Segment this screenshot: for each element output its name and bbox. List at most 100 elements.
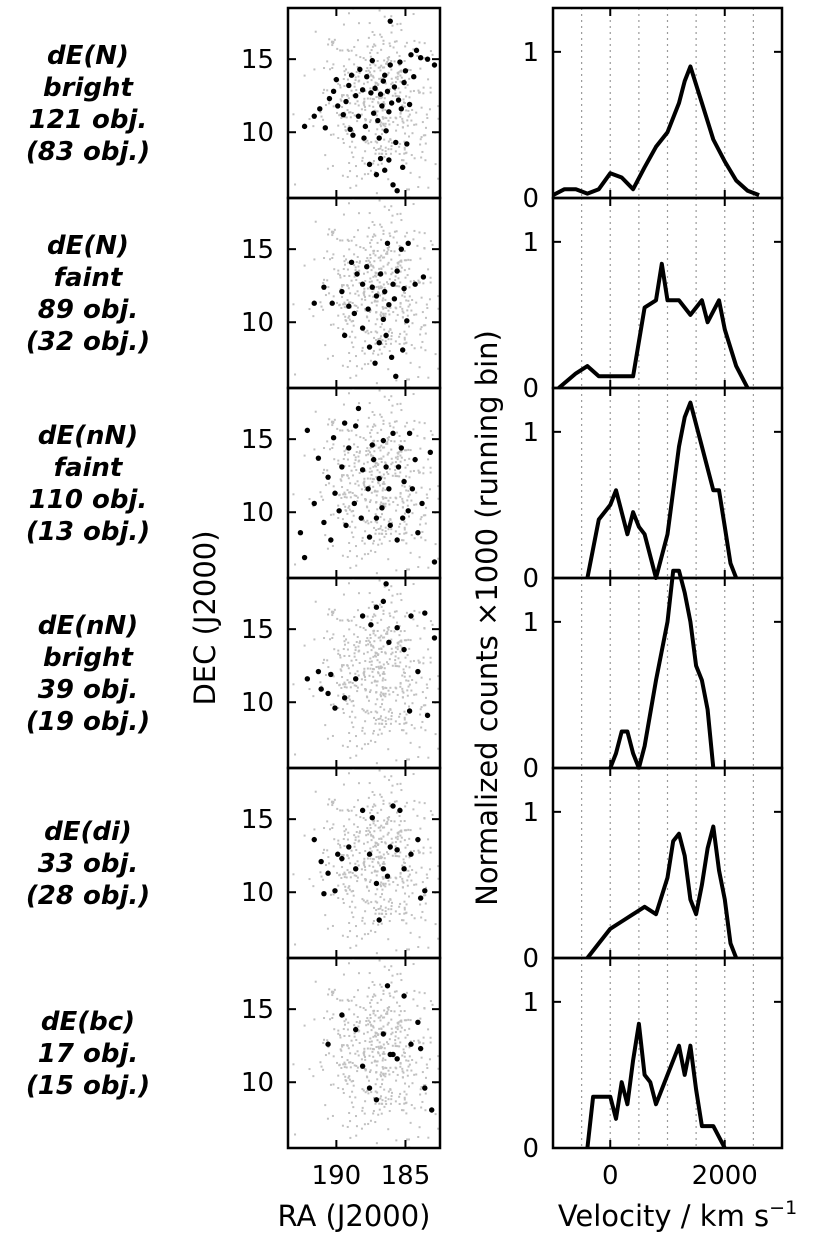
background-galaxy-point — [387, 148, 390, 151]
background-galaxy-point — [427, 1136, 430, 1139]
background-galaxy-point — [403, 520, 406, 523]
background-galaxy-point — [422, 86, 425, 89]
background-galaxy-point — [324, 534, 327, 537]
count-tick-label: 0 — [522, 374, 539, 404]
background-galaxy-point — [322, 498, 325, 501]
background-galaxy-point — [388, 278, 391, 281]
background-galaxy-point — [353, 684, 356, 687]
background-galaxy-point — [393, 440, 396, 443]
background-galaxy-point — [345, 1066, 348, 1069]
scatter-point — [379, 103, 385, 109]
background-galaxy-point — [346, 458, 349, 461]
background-galaxy-point — [381, 116, 384, 119]
background-galaxy-point — [399, 661, 402, 664]
background-galaxy-point — [383, 898, 386, 901]
background-galaxy-point — [401, 316, 404, 319]
background-galaxy-point — [312, 125, 315, 128]
background-galaxy-point — [332, 232, 335, 235]
background-galaxy-point — [390, 1091, 393, 1094]
background-galaxy-point — [412, 618, 415, 621]
scatter-point — [301, 123, 308, 130]
background-galaxy-point — [420, 536, 423, 539]
background-galaxy-point — [422, 704, 425, 707]
background-galaxy-point — [396, 855, 399, 858]
background-galaxy-point — [347, 831, 350, 834]
background-galaxy-point — [303, 644, 306, 647]
background-galaxy-point — [369, 55, 372, 58]
background-galaxy-point — [319, 301, 322, 304]
scatter-point — [369, 442, 375, 448]
background-galaxy-point — [360, 113, 363, 116]
background-galaxy-point — [374, 342, 377, 345]
background-galaxy-point — [347, 641, 350, 644]
background-galaxy-point — [374, 900, 377, 903]
background-galaxy-point — [351, 664, 354, 667]
background-galaxy-point — [398, 634, 401, 637]
background-galaxy-point — [390, 31, 393, 34]
scatter-point — [394, 187, 400, 194]
background-galaxy-point — [383, 155, 386, 158]
background-galaxy-point — [378, 1041, 381, 1044]
background-galaxy-point — [380, 238, 383, 241]
background-galaxy-point — [404, 615, 407, 618]
background-galaxy-point — [375, 845, 378, 848]
background-galaxy-point — [384, 910, 387, 913]
background-galaxy-point — [374, 703, 377, 706]
background-galaxy-point — [343, 116, 346, 119]
background-galaxy-point — [340, 116, 343, 119]
background-galaxy-point — [391, 664, 394, 667]
background-galaxy-point — [349, 1136, 352, 1139]
scatter-point — [332, 888, 338, 894]
scatter-point — [365, 486, 371, 492]
background-galaxy-point — [368, 470, 371, 473]
dec-tick-label: 15 — [241, 45, 274, 75]
background-galaxy-point — [396, 593, 399, 596]
background-galaxy-point — [408, 895, 411, 898]
background-galaxy-point — [292, 1063, 295, 1066]
background-galaxy-point — [395, 230, 398, 233]
background-galaxy-point — [370, 49, 373, 52]
background-galaxy-point — [379, 829, 382, 832]
background-galaxy-point — [365, 644, 368, 647]
background-galaxy-point — [339, 846, 342, 849]
background-galaxy-point — [394, 150, 397, 153]
background-galaxy-point — [377, 1045, 380, 1048]
background-galaxy-point — [331, 354, 334, 357]
background-galaxy-point — [373, 450, 376, 453]
background-galaxy-point — [346, 854, 349, 857]
background-galaxy-point — [418, 661, 421, 664]
background-galaxy-point — [411, 1058, 414, 1061]
scatter-point — [340, 111, 346, 118]
background-galaxy-point — [400, 789, 403, 792]
background-galaxy-point — [394, 89, 397, 92]
background-galaxy-point — [366, 696, 369, 699]
scatter-point — [373, 515, 380, 521]
background-galaxy-point — [410, 689, 413, 692]
background-galaxy-point — [348, 111, 351, 114]
dec-tick-label: 15 — [241, 235, 274, 265]
velocity-distribution-line — [585, 1021, 727, 1149]
background-galaxy-point — [367, 172, 370, 175]
background-galaxy-point — [357, 484, 360, 487]
background-galaxy-point — [402, 668, 405, 671]
background-galaxy-point — [396, 883, 399, 886]
background-galaxy-point — [375, 952, 378, 955]
background-galaxy-point — [376, 901, 379, 904]
background-galaxy-point — [366, 519, 369, 522]
background-galaxy-point — [404, 656, 407, 659]
dec-tick-label: 15 — [241, 425, 274, 455]
background-galaxy-point — [383, 477, 386, 480]
background-galaxy-point — [396, 665, 399, 668]
background-galaxy-point — [401, 117, 404, 120]
background-galaxy-point — [406, 309, 409, 312]
background-galaxy-point — [379, 983, 382, 986]
background-galaxy-point — [353, 842, 356, 845]
background-galaxy-point — [401, 1067, 404, 1070]
scatter-point — [398, 106, 405, 112]
background-galaxy-point — [348, 731, 351, 734]
background-galaxy-point — [384, 488, 387, 491]
background-galaxy-point — [390, 141, 393, 144]
background-galaxy-point — [396, 23, 399, 26]
background-galaxy-point — [340, 876, 343, 879]
background-galaxy-point — [376, 508, 379, 511]
